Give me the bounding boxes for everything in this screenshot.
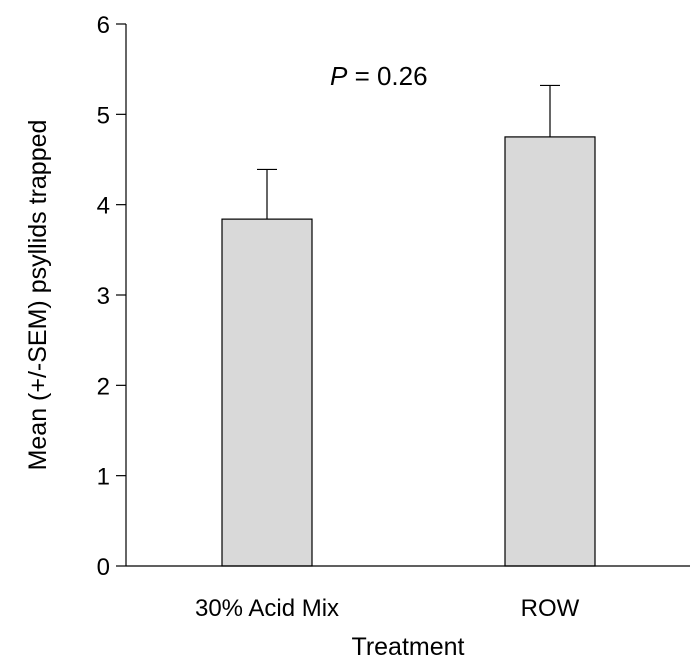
y-tick-label-5: 5: [97, 102, 110, 129]
bar-0: [221, 218, 313, 567]
y-tick-label-0: 0: [97, 554, 110, 581]
y-axis-ticks: 0 1 2 3 4 5 6: [97, 12, 126, 581]
x-axis-category-labels: 30% Acid Mix ROW: [195, 595, 580, 622]
y-axis-title: Mean (+/-SEM) psyllids trapped: [24, 120, 52, 471]
x-category-label-1: ROW: [521, 595, 580, 622]
x-axis-title: Treatment: [351, 633, 464, 661]
x-category-label-0: 30% Acid Mix: [195, 595, 339, 622]
y-tick-label-6: 6: [97, 12, 110, 39]
error-bars: [257, 84, 560, 220]
y-tick-label-3: 3: [97, 283, 110, 310]
y-tick-label-1: 1: [97, 464, 110, 491]
p-value-annotation: P = 0.26: [330, 61, 428, 91]
p-value-italic-p: P: [330, 61, 348, 91]
p-value-text: = 0.26: [347, 61, 427, 91]
bars: [221, 136, 596, 567]
bar-1: [504, 136, 596, 567]
y-tick-label-2: 2: [97, 373, 110, 400]
y-tick-label-4: 4: [97, 193, 110, 220]
